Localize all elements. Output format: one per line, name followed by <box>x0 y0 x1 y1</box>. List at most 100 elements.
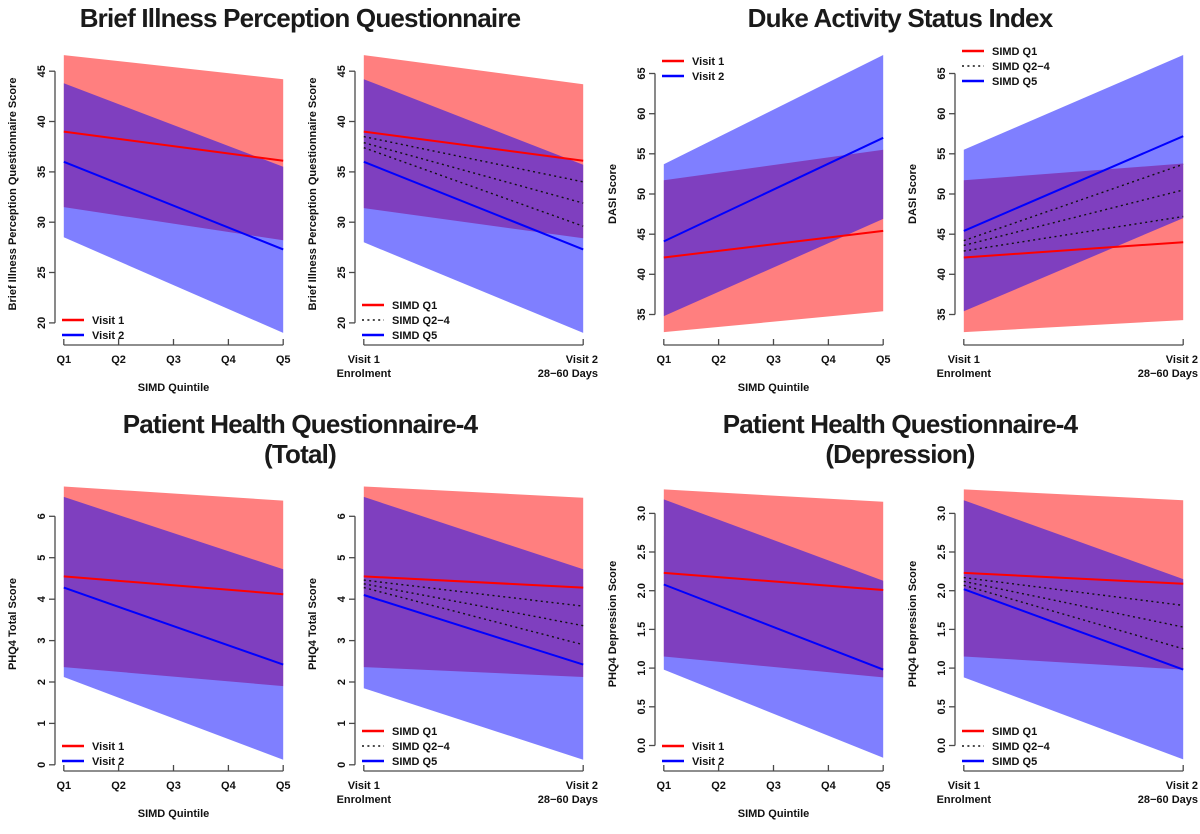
y-tick-label: 1 <box>36 720 48 726</box>
legend-label: SIMD Q2−4 <box>392 741 451 753</box>
series-line-visit-2 <box>663 136 884 243</box>
series-line-simd-q5 <box>963 135 1184 232</box>
y-tick-label: 0.5 <box>636 699 648 714</box>
chart-panel-bipq-visit: Visit 1 Enrolment Visit 2 28−60 Days 20 25 30 3… <box>300 33 600 408</box>
y-tick-label: 3 <box>336 638 348 644</box>
x-tick-label: Enrolment <box>337 794 392 806</box>
series-line-simd-q1 <box>963 241 1184 259</box>
y-tick-label: 55 <box>636 148 648 160</box>
x-axis-title: SIMD Quintile <box>738 382 810 394</box>
x-axis-title: SIMD Quintile <box>138 808 210 820</box>
legend-label: SIMD Q5 <box>992 76 1037 88</box>
figure-title-bipq: Brief Illness Perception Questionnaire <box>79 3 521 33</box>
y-tick-label: 6 <box>36 513 48 519</box>
y-tick-label: 20 <box>36 317 48 329</box>
y-axis-title: DASI Score <box>607 164 619 224</box>
series-line-simd-q5 <box>363 160 584 251</box>
y-axis: 0.0 0.5 1.0 1.5 2.0 2.5 3.0 <box>636 506 656 753</box>
x-tick-label: Q3 <box>766 354 781 366</box>
series-line-simd-q5 <box>963 588 1184 671</box>
series-line-simd-q2 <box>963 576 1184 607</box>
x-axis: Q1 Q2 Q3 Q4 Q5 <box>56 339 291 366</box>
x-tick-label: Enrolment <box>337 368 392 380</box>
x-axis-title: SIMD Quintile <box>738 808 810 820</box>
y-tick-label: 0 <box>336 762 348 768</box>
y-tick-label: 1.5 <box>936 622 948 637</box>
x-tick-label: 28−60 Days <box>1138 368 1198 380</box>
legend-label: SIMD Q2−4 <box>992 61 1051 73</box>
x-axis: Visit 1 Enrolment Visit 2 28−60 Days <box>937 765 1198 806</box>
y-tick-label: 5 <box>36 555 48 561</box>
y-tick-label: 25 <box>336 266 348 278</box>
series-line-simd-q3 <box>363 142 584 204</box>
series-line-visit-1 <box>663 229 884 259</box>
x-tick-label: 28−60 Days <box>538 794 598 806</box>
y-tick-label: 4 <box>36 595 48 602</box>
x-tick-label: Q1 <box>656 354 671 366</box>
y-tick-label: 1 <box>336 720 348 726</box>
x-tick-label: Q3 <box>166 780 181 792</box>
x-tick-label: Q4 <box>221 354 237 366</box>
y-axis: 20 25 30 35 40 45 <box>36 65 56 329</box>
x-tick-label: Q3 <box>166 354 181 366</box>
x-tick-label: Enrolment <box>937 794 992 806</box>
x-tick-label: 28−60 Days <box>1138 794 1198 806</box>
figure-dasi-panels: Q1 Q2 Q3 Q4 Q5 35 40 45 50 55 60 65 DASI Score SIMD Q… <box>600 33 1200 408</box>
y-tick-label: 2 <box>336 679 348 685</box>
y-tick-label: 65 <box>936 67 948 79</box>
y-axis-title: PHQ4 Depression Score <box>607 561 619 688</box>
y-axis: 0.0 0.5 1.0 1.5 2.0 2.5 3.0 <box>936 506 956 753</box>
y-tick-label: 2.0 <box>936 583 948 598</box>
series-line-simd-q2 <box>363 579 584 607</box>
figure-phq4-total-panels: Q1 Q2 Q3 Q4 Q5 0 1 2 3 4 5 6 PHQ4 Total Score SIMD Qu… <box>0 469 600 834</box>
y-tick-label: 20 <box>336 317 348 329</box>
x-tick-label: Q2 <box>111 354 126 366</box>
y-tick-label: 25 <box>36 266 48 278</box>
x-tick-label: Q1 <box>56 354 71 366</box>
x-tick-label: Q5 <box>276 780 291 792</box>
chart-svg: Visit 1 Enrolment Visit 2 28−60 Days 0 1 2 3 4 5 6… <box>307 486 598 806</box>
figure-dasi: Duke Activity Status Index Q1 Q2 Q3 Q4 Q5 35 4… <box>600 0 1200 406</box>
legend-label: SIMD Q2−4 <box>392 315 451 327</box>
y-axis-title: PHQ4 Total Score <box>7 578 19 670</box>
y-axis: 35 40 45 50 55 60 65 <box>936 67 956 321</box>
series-line-simd-q4 <box>363 147 584 227</box>
series-line-simd-q1 <box>363 575 584 589</box>
chart-panel-bipq-quintile: Q1 Q2 Q3 Q4 Q5 20 25 30 35 40 45 Brief Illness Perc… <box>0 33 300 408</box>
figure-bipq-panels: Q1 Q2 Q3 Q4 Q5 20 25 30 35 40 45 Brief Illness Perc… <box>0 33 600 408</box>
chart-panel-phq4-depression-visit: Visit 1 Enrolment Visit 2 28−60 Days 0.0 0.5 1… <box>900 469 1200 834</box>
x-axis: Visit 1 Enrolment Visit 2 28−60 Days <box>337 765 598 806</box>
x-tick-label: Q1 <box>56 780 71 792</box>
x-tick-label: Q5 <box>876 780 891 792</box>
y-axis-title: PHQ4 Total Score <box>307 578 319 670</box>
ci-band-visit-2-ci <box>63 496 284 760</box>
y-axis-title: PHQ4 Depression Score <box>907 561 919 688</box>
figure-title-phq4-depression: Patient Health Questionnaire-4 (Depressi… <box>722 409 1078 469</box>
legend-label: SIMD Q5 <box>392 756 437 768</box>
series-line-visit-1 <box>63 130 284 162</box>
y-tick-label: 35 <box>936 308 948 320</box>
legend-label: Visit 1 <box>692 741 724 753</box>
legend-label: Visit 1 <box>92 741 124 753</box>
y-tick-label: 40 <box>636 268 648 280</box>
y-tick-label: 60 <box>636 108 648 120</box>
legend: Visit 1 Visit 2 <box>662 741 724 768</box>
legend: SIMD Q1 SIMD Q2−4 SIMD Q5 <box>962 726 1051 768</box>
x-axis-title: SIMD Quintile <box>138 382 210 394</box>
y-tick-label: 45 <box>936 228 948 240</box>
ci-band-visit-2-ci <box>663 499 884 758</box>
y-tick-label: 5 <box>336 555 348 561</box>
x-tick-label: Enrolment <box>937 368 992 380</box>
y-axis: 0 1 2 3 4 5 6 <box>336 513 356 768</box>
legend-label: Visit 2 <box>92 330 124 342</box>
y-tick-label: 4 <box>336 595 348 602</box>
x-tick-label: Visit 2 <box>1166 780 1198 792</box>
y-tick-label: 3.0 <box>636 506 648 521</box>
legend-label: Visit 2 <box>692 71 724 83</box>
y-tick-label: 45 <box>336 65 348 77</box>
y-tick-label: 0 <box>36 762 48 768</box>
x-tick-label: Q2 <box>711 354 726 366</box>
y-tick-label: 2.0 <box>636 583 648 598</box>
figure-title-dasi: Duke Activity Status Index <box>747 3 1054 33</box>
series-line-simd-q2 <box>963 163 1184 242</box>
